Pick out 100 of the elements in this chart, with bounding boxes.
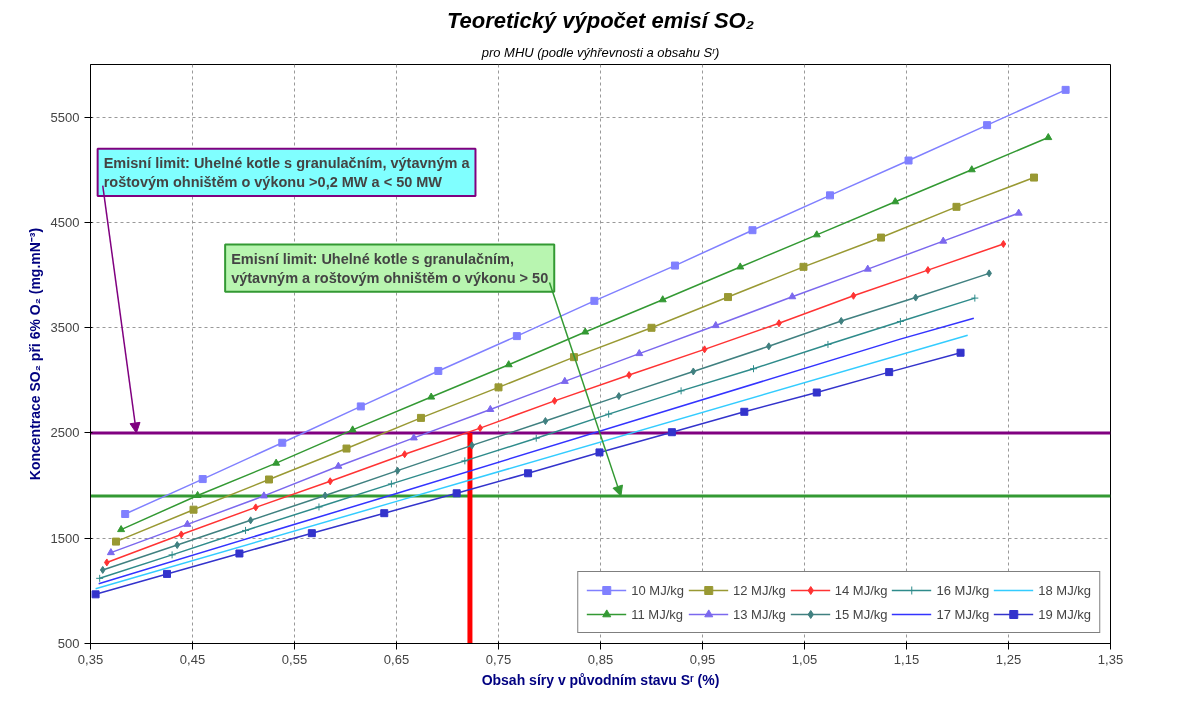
x-tick-label: 1,05 xyxy=(791,651,818,667)
x-tick-label: 0,45 xyxy=(179,651,206,667)
point xyxy=(788,292,797,300)
point xyxy=(701,345,708,354)
legend-label: 10 MJ/kg xyxy=(631,582,684,598)
point xyxy=(590,296,599,305)
point xyxy=(247,516,254,525)
point xyxy=(667,428,676,437)
point xyxy=(1030,173,1038,182)
point xyxy=(896,317,905,326)
point xyxy=(1000,239,1007,248)
y-tick-label: 500 xyxy=(57,636,80,651)
point xyxy=(504,360,513,368)
point xyxy=(724,293,732,302)
point xyxy=(193,490,202,499)
point xyxy=(904,156,913,165)
y-tick-label: 5500 xyxy=(50,109,80,125)
y-tick-label: 1500 xyxy=(50,530,80,546)
point xyxy=(748,226,757,235)
point xyxy=(542,417,549,426)
point xyxy=(307,529,316,538)
legend-label: 19 MJ/kg xyxy=(1038,606,1091,622)
chart-subtitle: pro MHU (podle výhřevnosti a obsahu Sʳ) xyxy=(480,44,720,60)
point xyxy=(877,233,885,242)
x-tick-label: 0,95 xyxy=(689,651,716,667)
point xyxy=(334,461,343,469)
point xyxy=(198,475,207,484)
point xyxy=(272,458,281,466)
legend-label: 13 MJ/kg xyxy=(733,606,786,622)
point xyxy=(891,197,900,205)
point xyxy=(560,376,569,384)
point xyxy=(823,340,832,349)
legend-label: 12 MJ/kg xyxy=(733,582,786,598)
point xyxy=(460,456,469,465)
point xyxy=(380,509,389,518)
point xyxy=(387,479,396,488)
point xyxy=(532,434,541,443)
point xyxy=(838,316,845,325)
point xyxy=(183,519,192,527)
point xyxy=(252,503,259,512)
point xyxy=(348,425,357,433)
point xyxy=(912,293,919,302)
point xyxy=(736,262,745,270)
point xyxy=(401,450,408,459)
point xyxy=(799,262,808,271)
point xyxy=(765,342,772,351)
point xyxy=(551,396,558,405)
point xyxy=(265,475,273,484)
point xyxy=(581,327,590,335)
point xyxy=(740,407,749,416)
y-axis-title: Koncentrace SO₂ při 6% O₂ (mg.mN⁻³) xyxy=(26,227,43,481)
point xyxy=(91,590,100,599)
point xyxy=(342,444,351,453)
point xyxy=(278,438,287,447)
point xyxy=(1044,133,1053,141)
point xyxy=(604,410,613,419)
point xyxy=(952,202,961,211)
x-tick-label: 0,85 xyxy=(587,651,614,667)
point xyxy=(970,294,979,303)
point xyxy=(635,349,644,357)
point xyxy=(174,541,181,550)
point xyxy=(168,550,177,559)
annotation: Emisní limit: Uhelné kotle s granulačním, výtavným a roštovým ohništěm o výkonu >0,2 MW a < 50 MW xyxy=(103,154,471,190)
point xyxy=(595,448,604,457)
legend-label: 17 MJ/kg xyxy=(936,606,990,622)
point xyxy=(106,548,115,556)
point xyxy=(112,537,120,546)
legend-label: 11 MJ/kg xyxy=(631,606,684,622)
point xyxy=(416,413,425,422)
point xyxy=(452,489,461,498)
point xyxy=(812,230,821,238)
y-tick-label: 4500 xyxy=(50,214,80,230)
point xyxy=(1014,208,1023,216)
x-tick-label: 1,25 xyxy=(995,651,1022,667)
point xyxy=(749,364,758,373)
legend-label: 18 MJ/kg xyxy=(1038,582,1091,598)
point xyxy=(434,366,443,375)
point xyxy=(658,295,667,303)
point xyxy=(826,191,834,200)
point xyxy=(863,264,872,272)
legend-label: 14 MJ/kg xyxy=(834,582,888,598)
point xyxy=(241,526,250,535)
point xyxy=(178,530,185,539)
point xyxy=(670,261,679,270)
point xyxy=(1061,85,1070,94)
point xyxy=(885,368,894,377)
point xyxy=(394,466,401,475)
point xyxy=(117,525,126,533)
point xyxy=(99,565,106,574)
point xyxy=(647,323,656,332)
point xyxy=(103,558,110,567)
point xyxy=(314,502,323,511)
x-tick-label: 0,35 xyxy=(77,651,104,667)
y-tick-label: 2500 xyxy=(50,425,80,441)
y-tick-label: 3500 xyxy=(50,320,80,336)
point xyxy=(956,348,965,357)
point xyxy=(121,510,130,519)
point xyxy=(327,477,334,486)
chart-title: Teoretický výpočet emisí SO₂ xyxy=(446,7,755,33)
point xyxy=(427,392,436,400)
